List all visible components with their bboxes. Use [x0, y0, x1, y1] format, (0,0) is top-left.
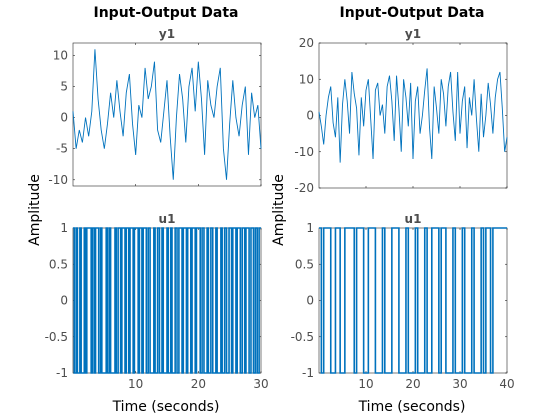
y-tick-label: -0.5 [45, 330, 68, 344]
y-tick-label: 10 [53, 48, 68, 62]
axes-box [318, 42, 508, 189]
x-tick-label: 10 [358, 377, 373, 391]
subplot-subtitle: u1 [405, 212, 422, 226]
y-tick-label: 20 [299, 36, 314, 50]
x-axis-label-right: Time (seconds) [358, 399, 466, 415]
series-line-y1 [318, 68, 508, 163]
x-tick-label: 10 [128, 377, 143, 391]
y-tick-label: 0.5 [295, 257, 314, 271]
y-tick-label: -20 [294, 181, 314, 195]
y-tick-label: -1 [56, 366, 68, 380]
y-axis-label-left: Amplitude [27, 174, 43, 246]
x-tick-label: 30 [253, 377, 268, 391]
subplot-subtitle: u1 [159, 212, 176, 226]
y-axis-label-right: Amplitude [271, 174, 287, 246]
subplot-u1-0: u1 -1 -0.5 0 0.5 1 10 20 30 [45, 212, 269, 391]
y-tick-label: 0.5 [49, 257, 68, 271]
y-tick-label: -10 [294, 145, 314, 159]
series-line-u1 [73, 227, 261, 374]
subplot-subtitle: y1 [405, 27, 421, 41]
x-tick-label: 20 [405, 377, 420, 391]
subplot-y1-0: y1 -10 -5 0 5 10 [48, 27, 262, 187]
subplot-y1-1: y1 -20 -10 0 10 20 [294, 27, 508, 195]
y-tick-label: -5 [56, 142, 68, 156]
axes-box [72, 42, 262, 187]
chart-title-right: Input-Output Data [340, 5, 485, 21]
chart-title-left: Input-Output Data [94, 5, 239, 21]
y-tick-label: -1 [302, 366, 314, 380]
axes-box [318, 227, 508, 374]
x-tick-label: 30 [452, 377, 467, 391]
y-tick-label: 1 [306, 221, 314, 235]
y-tick-label: 0 [60, 111, 68, 125]
series-line-y1 [72, 49, 262, 180]
x-tick-label: 40 [499, 377, 514, 391]
y-tick-label: 0 [60, 294, 68, 308]
y-tick-label: -0.5 [291, 330, 314, 344]
y-tick-label: 1 [60, 221, 68, 235]
subplot-u1-1: u1 -1 -0.5 0 0.5 1 10 20 30 40 [291, 212, 515, 391]
subplot-subtitle: y1 [159, 27, 175, 41]
y-tick-label: 5 [60, 80, 68, 94]
y-tick-label: -10 [48, 173, 68, 187]
x-axis-label-left: Time (seconds) [112, 399, 220, 415]
series-line-u1 [319, 227, 507, 374]
y-tick-label: 10 [299, 72, 314, 86]
y-tick-label: 0 [306, 294, 314, 308]
x-tick-label: 20 [191, 377, 206, 391]
y-tick-label: 0 [306, 109, 314, 123]
